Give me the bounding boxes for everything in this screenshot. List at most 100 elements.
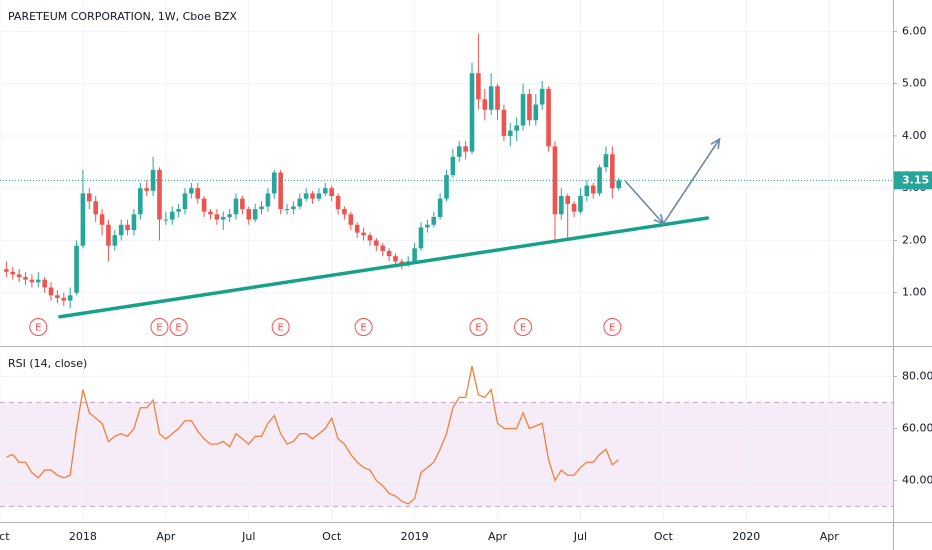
chart-title: PARETEUM CORPORATION, 1W, Cboe BZX bbox=[8, 10, 237, 23]
grid bbox=[0, 0, 893, 522]
candle-body bbox=[144, 188, 150, 191]
rsi-tick-label: 80.00 bbox=[902, 370, 932, 383]
y-tick-label: 4.00 bbox=[902, 129, 927, 142]
candle-body bbox=[354, 224, 360, 233]
candle-body bbox=[233, 198, 239, 215]
candle-body bbox=[112, 235, 118, 246]
candle-body bbox=[323, 188, 328, 194]
candle-body bbox=[495, 86, 500, 110]
earnings-marker bbox=[603, 318, 622, 336]
candle-body bbox=[252, 209, 258, 220]
candle-body bbox=[597, 167, 602, 194]
earnings-marker bbox=[150, 318, 169, 336]
candle-body bbox=[552, 146, 558, 215]
candle-body bbox=[527, 94, 532, 121]
earnings-label: E bbox=[175, 323, 181, 334]
earnings-label: E bbox=[277, 323, 283, 334]
x-tick-label: Apr bbox=[488, 530, 508, 543]
candle-body bbox=[265, 193, 271, 207]
x-tick-label: Jul bbox=[241, 530, 255, 543]
earnings-label: E bbox=[520, 323, 526, 334]
projection-arrowhead bbox=[710, 137, 721, 150]
candle-body bbox=[240, 198, 245, 210]
y-tick-label: 2.00 bbox=[902, 233, 927, 246]
candle-body bbox=[195, 188, 201, 199]
candle-body bbox=[189, 188, 194, 194]
candle-body bbox=[10, 271, 16, 275]
candle-body bbox=[67, 295, 73, 301]
candle-body bbox=[444, 175, 449, 199]
earnings-marker bbox=[271, 318, 290, 336]
candle-body bbox=[559, 196, 564, 215]
y-tick-label: 6.00 bbox=[902, 24, 927, 37]
x-tick-label: Oct bbox=[322, 530, 342, 543]
candle-body bbox=[469, 73, 475, 152]
x-tick-label: Jul bbox=[573, 530, 587, 543]
candle-body bbox=[546, 88, 551, 147]
candle-body bbox=[533, 104, 539, 121]
projection-arrowhead bbox=[653, 213, 665, 226]
earnings-label: E bbox=[35, 323, 41, 334]
candle-body bbox=[87, 193, 92, 202]
candle-body bbox=[476, 73, 481, 100]
candle-body bbox=[374, 240, 379, 246]
candle-body bbox=[482, 99, 488, 110]
candle-body bbox=[259, 206, 264, 210]
candle-body bbox=[450, 156, 456, 176]
candle-body bbox=[386, 250, 392, 257]
earnings-marker bbox=[514, 318, 533, 336]
candle-body bbox=[571, 203, 577, 212]
candle-body bbox=[361, 232, 366, 236]
candle-body bbox=[131, 214, 137, 230]
trendline bbox=[58, 216, 710, 319]
candle-body bbox=[501, 109, 507, 136]
candle-body bbox=[16, 274, 22, 278]
candle-body bbox=[227, 214, 232, 217]
candle-body bbox=[507, 130, 513, 136]
candle-body bbox=[201, 198, 207, 212]
candle-body bbox=[291, 206, 296, 210]
candle-body bbox=[106, 224, 111, 246]
candle-body bbox=[48, 287, 54, 296]
candle-body bbox=[463, 146, 468, 152]
candle-body bbox=[520, 94, 526, 126]
candle-body bbox=[610, 154, 615, 189]
rsi-band bbox=[0, 402, 893, 507]
candle-body bbox=[399, 261, 405, 264]
candle-body bbox=[29, 279, 35, 283]
candle-body bbox=[437, 198, 443, 217]
candle-body bbox=[590, 185, 596, 194]
candle-body bbox=[99, 214, 105, 225]
rsi-title: RSI (14, close) bbox=[8, 357, 87, 370]
candle-body bbox=[42, 279, 47, 288]
rsi-line bbox=[6, 366, 620, 505]
earnings-label: E bbox=[156, 323, 162, 334]
candle-body bbox=[329, 188, 334, 197]
earnings-label: E bbox=[475, 323, 481, 334]
x-tick-label: Apr bbox=[820, 530, 840, 543]
candle-body bbox=[367, 235, 373, 241]
y-tick-label: 1.00 bbox=[902, 286, 927, 299]
x-tick-label: 2018 bbox=[69, 530, 97, 543]
candle-body bbox=[220, 216, 226, 220]
candle-body bbox=[514, 125, 519, 131]
candle-body bbox=[348, 214, 354, 225]
rsi-tick-label: 40.00 bbox=[902, 473, 932, 486]
rsi-tick-label: 60.00 bbox=[902, 422, 932, 435]
candle-body bbox=[182, 193, 188, 210]
earnings-label: E bbox=[609, 323, 615, 334]
candle-body bbox=[138, 188, 143, 215]
candle-body bbox=[157, 169, 162, 220]
candle-body bbox=[163, 219, 169, 221]
candle-body bbox=[342, 209, 347, 215]
candle-body bbox=[125, 224, 130, 230]
candle-body bbox=[303, 193, 309, 199]
candle-body bbox=[80, 193, 86, 246]
candle-body bbox=[93, 201, 98, 215]
candle-body bbox=[23, 277, 28, 280]
x-tick-label: Apr bbox=[156, 530, 176, 543]
earnings-marker bbox=[354, 318, 373, 336]
